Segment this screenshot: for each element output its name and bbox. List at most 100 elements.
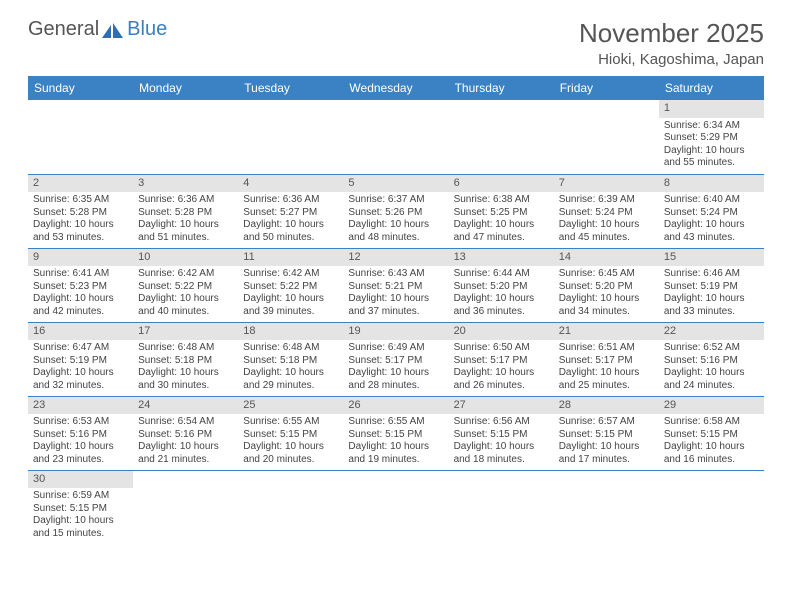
day-number: 4 [238,175,343,193]
day-number: 17 [133,323,238,341]
day-number: 26 [343,397,448,415]
daylight-text: Daylight: 10 hours and 34 minutes. [559,293,654,318]
day-body: Sunrise: 6:44 AMSunset: 5:20 PMDaylight:… [449,267,554,320]
sunset-text: Sunset: 5:21 PM [348,281,443,294]
day-number: 22 [659,323,764,341]
day-body: Sunrise: 6:38 AMSunset: 5:25 PMDaylight:… [449,193,554,246]
day-number: 20 [449,323,554,341]
daylight-text: Daylight: 10 hours and 30 minutes. [138,367,233,392]
day-number: 30 [28,471,133,489]
day-body: Sunrise: 6:49 AMSunset: 5:17 PMDaylight:… [343,341,448,394]
calendar-row: 2Sunrise: 6:35 AMSunset: 5:28 PMDaylight… [28,174,764,248]
daylight-text: Daylight: 10 hours and 37 minutes. [348,293,443,318]
calendar-cell: 2Sunrise: 6:35 AMSunset: 5:28 PMDaylight… [28,174,133,248]
daylight-text: Daylight: 10 hours and 17 minutes. [559,441,654,466]
sunrise-text: Sunrise: 6:41 AM [33,268,128,281]
day-number: 27 [449,397,554,415]
sail-icon [102,22,124,38]
sunrise-text: Sunrise: 6:49 AM [348,342,443,355]
day-body: Sunrise: 6:56 AMSunset: 5:15 PMDaylight:… [449,415,554,468]
sunrise-text: Sunrise: 6:34 AM [664,120,759,133]
sunrise-text: Sunrise: 6:42 AM [243,268,338,281]
daylight-text: Daylight: 10 hours and 21 minutes. [138,441,233,466]
weekday-row: SundayMondayTuesdayWednesdayThursdayFrid… [28,76,764,100]
calendar-cell-empty [343,100,448,174]
calendar-cell: 23Sunrise: 6:53 AMSunset: 5:16 PMDayligh… [28,396,133,470]
sunset-text: Sunset: 5:15 PM [348,429,443,442]
day-body: Sunrise: 6:47 AMSunset: 5:19 PMDaylight:… [28,341,133,394]
daylight-text: Daylight: 10 hours and 36 minutes. [454,293,549,318]
sunset-text: Sunset: 5:17 PM [348,355,443,368]
day-number: 28 [554,397,659,415]
sunrise-text: Sunrise: 6:36 AM [243,194,338,207]
calendar-cell-empty [343,470,448,544]
calendar-cell-empty [238,470,343,544]
day-body: Sunrise: 6:42 AMSunset: 5:22 PMDaylight:… [133,267,238,320]
sunrise-text: Sunrise: 6:46 AM [664,268,759,281]
daylight-text: Daylight: 10 hours and 45 minutes. [559,219,654,244]
day-number: 15 [659,249,764,267]
day-body: Sunrise: 6:55 AMSunset: 5:15 PMDaylight:… [343,415,448,468]
sunset-text: Sunset: 5:16 PM [664,355,759,368]
calendar-cell: 8Sunrise: 6:40 AMSunset: 5:24 PMDaylight… [659,174,764,248]
day-body: Sunrise: 6:43 AMSunset: 5:21 PMDaylight:… [343,267,448,320]
daylight-text: Daylight: 10 hours and 39 minutes. [243,293,338,318]
weekday-header: Tuesday [238,76,343,100]
sunset-text: Sunset: 5:22 PM [138,281,233,294]
sunset-text: Sunset: 5:22 PM [243,281,338,294]
sunset-text: Sunset: 5:19 PM [664,281,759,294]
sunset-text: Sunset: 5:20 PM [559,281,654,294]
calendar-row: 30Sunrise: 6:59 AMSunset: 5:15 PMDayligh… [28,470,764,544]
calendar-cell: 26Sunrise: 6:55 AMSunset: 5:15 PMDayligh… [343,396,448,470]
daylight-text: Daylight: 10 hours and 33 minutes. [664,293,759,318]
sunrise-text: Sunrise: 6:57 AM [559,416,654,429]
daylight-text: Daylight: 10 hours and 32 minutes. [33,367,128,392]
calendar-cell: 5Sunrise: 6:37 AMSunset: 5:26 PMDaylight… [343,174,448,248]
daylight-text: Daylight: 10 hours and 26 minutes. [454,367,549,392]
sunset-text: Sunset: 5:29 PM [664,132,759,145]
day-body: Sunrise: 6:40 AMSunset: 5:24 PMDaylight:… [659,193,764,246]
calendar-cell: 7Sunrise: 6:39 AMSunset: 5:24 PMDaylight… [554,174,659,248]
day-body: Sunrise: 6:46 AMSunset: 5:19 PMDaylight:… [659,267,764,320]
weekday-header: Friday [554,76,659,100]
calendar-cell: 9Sunrise: 6:41 AMSunset: 5:23 PMDaylight… [28,248,133,322]
calendar-cell: 24Sunrise: 6:54 AMSunset: 5:16 PMDayligh… [133,396,238,470]
sunset-text: Sunset: 5:15 PM [33,503,128,516]
day-body: Sunrise: 6:37 AMSunset: 5:26 PMDaylight:… [343,193,448,246]
sunrise-text: Sunrise: 6:58 AM [664,416,759,429]
weekday-header: Saturday [659,76,764,100]
day-number: 8 [659,175,764,193]
weekday-header: Monday [133,76,238,100]
day-number: 23 [28,397,133,415]
sunrise-text: Sunrise: 6:47 AM [33,342,128,355]
day-number: 25 [238,397,343,415]
sunset-text: Sunset: 5:15 PM [559,429,654,442]
weekday-header: Sunday [28,76,133,100]
sunset-text: Sunset: 5:24 PM [664,207,759,220]
sunrise-text: Sunrise: 6:37 AM [348,194,443,207]
daylight-text: Daylight: 10 hours and 19 minutes. [348,441,443,466]
day-number: 2 [28,175,133,193]
sunset-text: Sunset: 5:27 PM [243,207,338,220]
daylight-text: Daylight: 10 hours and 47 minutes. [454,219,549,244]
day-body: Sunrise: 6:50 AMSunset: 5:17 PMDaylight:… [449,341,554,394]
sunset-text: Sunset: 5:15 PM [454,429,549,442]
day-body: Sunrise: 6:34 AMSunset: 5:29 PMDaylight:… [659,119,764,172]
calendar-cell-empty [554,100,659,174]
sunset-text: Sunset: 5:28 PM [138,207,233,220]
calendar-cell: 12Sunrise: 6:43 AMSunset: 5:21 PMDayligh… [343,248,448,322]
sunset-text: Sunset: 5:15 PM [243,429,338,442]
sunrise-text: Sunrise: 6:50 AM [454,342,549,355]
calendar-cell: 15Sunrise: 6:46 AMSunset: 5:19 PMDayligh… [659,248,764,322]
calendar-cell-empty [238,100,343,174]
calendar-cell: 16Sunrise: 6:47 AMSunset: 5:19 PMDayligh… [28,322,133,396]
day-number: 18 [238,323,343,341]
calendar-page: General Blue November 2025 Hioki, Kagosh… [0,0,792,544]
daylight-text: Daylight: 10 hours and 29 minutes. [243,367,338,392]
calendar-cell: 17Sunrise: 6:48 AMSunset: 5:18 PMDayligh… [133,322,238,396]
sunrise-text: Sunrise: 6:42 AM [138,268,233,281]
sunrise-text: Sunrise: 6:53 AM [33,416,128,429]
header: General Blue November 2025 Hioki, Kagosh… [28,18,764,68]
calendar-cell: 1Sunrise: 6:34 AMSunset: 5:29 PMDaylight… [659,100,764,174]
calendar-cell: 29Sunrise: 6:58 AMSunset: 5:15 PMDayligh… [659,396,764,470]
